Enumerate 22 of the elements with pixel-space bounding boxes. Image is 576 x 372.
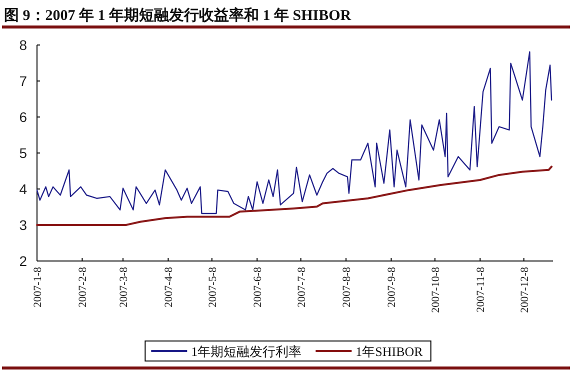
y-tick-label: 3 [19,217,28,233]
y-tick-label: 7 [19,73,28,89]
x-tick-label: 2007-12-8 [518,266,531,313]
y-tick-label: 5 [19,145,28,161]
x-tick-label: 2007-5-8 [206,266,219,308]
x-tick-label: 2007-6-8 [252,266,264,308]
y-tick-label: 6 [19,109,28,125]
x-tick-label: 2007-1-8 [32,266,44,308]
x-tick-label: 2007-3-8 [118,266,130,308]
legend-label: 1年SHIBOR [356,344,424,359]
y-tick-label: 2 [19,253,28,269]
legend-label: 1年期短融发行利率 [191,344,302,359]
x-tick-label: 2007-10-8 [430,266,442,313]
x-tick-label: 2007-2-8 [77,266,90,308]
x-tick-label: 2007-7-8 [296,266,308,308]
y-tick-label: 4 [19,181,28,197]
chart-title: 图 9：2007 年 1 年期短融发行收益率和 1 年 SHIBOR [4,6,352,24]
y-tick-label: 8 [19,37,28,53]
x-tick-label: 2007-4-8 [163,266,176,308]
x-tick-label: 2007-8-8 [341,266,354,308]
x-tick-label: 2007-11-8 [475,266,488,312]
x-tick-label: 2007-9-8 [386,266,398,308]
